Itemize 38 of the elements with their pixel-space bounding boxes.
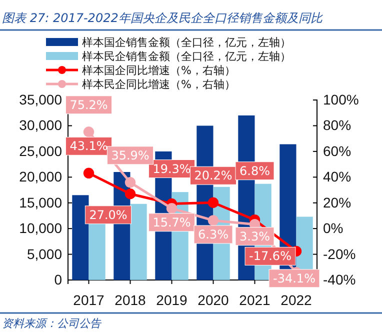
y2-tick-label: -20% [323, 246, 356, 262]
y2-tick-label: -40% [323, 271, 356, 288]
y2-tick-label: 40% [323, 168, 352, 185]
y-tick-label: 25,000 [19, 142, 62, 159]
y-tick-label: 35,000 [19, 91, 62, 108]
data-label: -17.6% [249, 249, 292, 264]
chart-title: 图表 27: 2017-2022年国央企及民企全口径销售金额及同比 [2, 11, 324, 25]
y2-tick-label: 100% [323, 91, 359, 108]
x-tick-label: 2017 [73, 292, 105, 308]
y-tick-label: 30,000 [19, 117, 62, 134]
data-label: 6.8% [240, 164, 270, 178]
x-tick-label: 2018 [114, 292, 146, 308]
legend-label: 样本国企同比增速（%，右轴） [82, 64, 236, 77]
legend-label: 样本民企销售金额（全口径，亿元，左轴） [82, 50, 291, 63]
legend-label: 样本民企同比增速（%，右轴） [82, 78, 236, 91]
y2-tick-label: 20% [323, 194, 352, 210]
data-label: 43.1% [70, 139, 108, 154]
x-tick-label: 2021 [239, 292, 271, 308]
data-label: 20.2% [194, 168, 232, 183]
x-tick-label: 2022 [280, 292, 312, 308]
data-label: 27.0% [89, 208, 128, 222]
x-tick-label: 2019 [156, 292, 188, 308]
text: 资料来源：公司公告 [2, 317, 102, 330]
y-tick-label: 0 [54, 271, 62, 288]
y-tick-label: 5,000 [26, 246, 62, 262]
y-tick-label: 20,000 [19, 168, 62, 185]
data-label: 6.3% [198, 227, 228, 242]
x-tick-label: 2020 [198, 292, 230, 308]
y-tick-label: 15,000 [19, 194, 62, 210]
data-label: 3.3% [240, 229, 270, 244]
legend-label: 样本国企销售金额（全口径，亿元，左轴） [82, 36, 291, 49]
y-tick-label: 10,000 [19, 220, 62, 236]
y2-tick-label: 80% [323, 117, 352, 134]
data-label: 35.9% [111, 148, 150, 162]
y2-tick-label: 60% [323, 142, 352, 159]
y2-tick-label: 0% [323, 220, 344, 236]
data-label: 75.2% [70, 98, 108, 112]
data-label: 15.7% [152, 215, 191, 230]
